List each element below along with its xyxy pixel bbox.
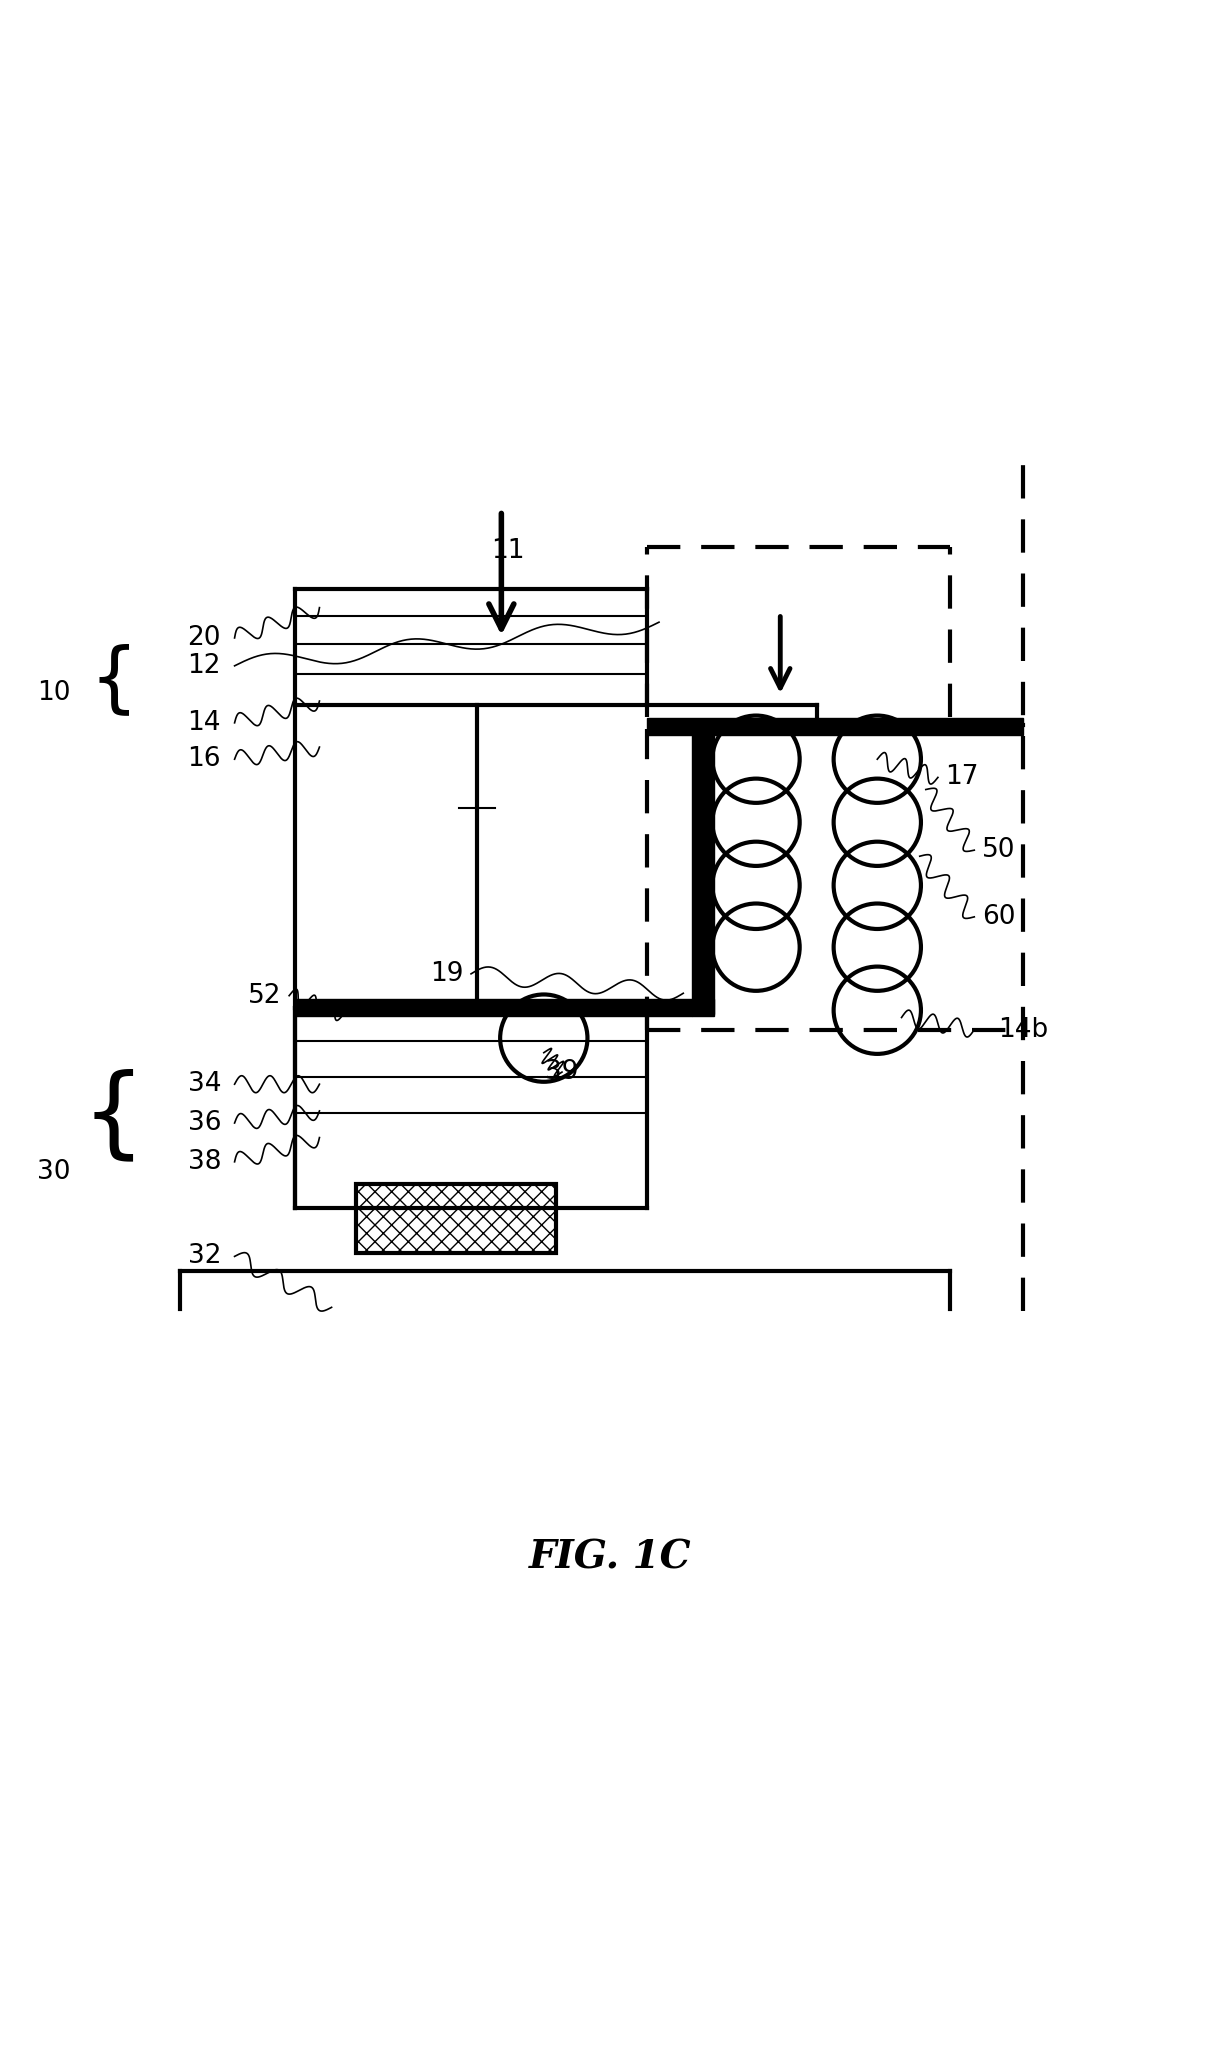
Text: 39: 39 [546, 1059, 579, 1086]
Polygon shape [647, 718, 1023, 735]
Text: 34: 34 [188, 1071, 221, 1098]
Text: 10: 10 [38, 679, 71, 706]
Text: {: { [89, 644, 138, 718]
Text: {: { [82, 1069, 145, 1166]
Text: 60: 60 [982, 903, 1016, 930]
Text: 19: 19 [430, 960, 464, 987]
Text: 11: 11 [491, 538, 524, 564]
Text: 30: 30 [38, 1159, 71, 1184]
Text: 38: 38 [188, 1149, 221, 1176]
Text: 14: 14 [188, 710, 221, 737]
Polygon shape [295, 999, 692, 1016]
Text: 17: 17 [945, 765, 979, 790]
Polygon shape [692, 999, 713, 1016]
Polygon shape [692, 735, 713, 1014]
Text: 12: 12 [188, 653, 221, 679]
Text: 52: 52 [248, 983, 282, 1010]
Text: 50: 50 [982, 837, 1016, 864]
Text: 20: 20 [188, 626, 221, 650]
Text: 16: 16 [188, 747, 221, 772]
Bar [355, 1184, 556, 1254]
Text: 14b: 14b [999, 1016, 1049, 1042]
Text: 36: 36 [188, 1110, 221, 1137]
Text: FIG. 1C: FIG. 1C [529, 1539, 692, 1576]
Text: 32: 32 [188, 1244, 221, 1270]
